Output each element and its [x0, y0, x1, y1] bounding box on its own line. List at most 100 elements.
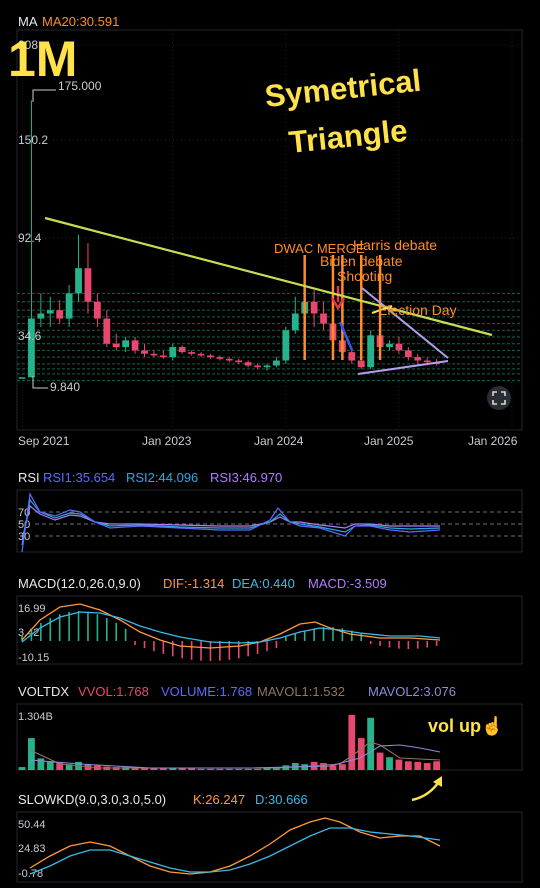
candle-body: [395, 343, 403, 351]
fullscreen-button[interactable]: [487, 386, 511, 410]
candle: [112, 333, 120, 351]
kd-tick-top: 50.44: [18, 819, 46, 831]
candle-body: [404, 350, 412, 358]
macd-bar: [294, 633, 297, 641]
timeframe-overlay: 1M: [8, 31, 77, 87]
y-tick-150: 150.2: [18, 133, 48, 147]
candle: [159, 350, 167, 359]
candle: [178, 345, 186, 354]
candle: [254, 363, 261, 369]
dea-label: DEA:0.440: [232, 576, 295, 591]
macd-bar: [200, 641, 202, 661]
candle-body: [273, 360, 280, 366]
volume-bar: [376, 752, 384, 770]
candle-body: [46, 310, 54, 314]
candle: [65, 284, 73, 327]
macd-bar: [77, 611, 80, 641]
kd-name: SLOWKD(9.0,3.0,3.0,5.0): [18, 792, 166, 807]
candle: [225, 357, 233, 363]
kd-panel: SLOWKD(9.0,3.0,3.0,5.0) K:26.247 D:30.66…: [16, 792, 523, 883]
macd-bar: [209, 641, 212, 661]
event-label-biden-debate: Biden debate: [320, 253, 403, 269]
macd-bar: [153, 641, 155, 652]
event-label-election-day: Election Day: [378, 302, 457, 318]
macd-bar: [369, 641, 372, 644]
candle-body: [169, 347, 177, 358]
candle-body: [56, 310, 64, 319]
voltdx-name: VOLTDX: [18, 684, 69, 699]
ma-indicator-name: MA: [18, 14, 38, 29]
high-label: 175.000: [58, 79, 102, 93]
macd-bar: [398, 641, 400, 649]
volume-bar: [197, 768, 205, 770]
macd-bar: [124, 628, 127, 641]
candle-body: [37, 313, 45, 319]
descending-trendline: [44, 216, 493, 337]
rsi-name: RSI: [18, 470, 40, 485]
candle: [367, 330, 375, 369]
macd-name: MACD(12.0,26.0,9.0): [18, 576, 141, 591]
volume-bar: [150, 768, 158, 770]
volume-bar: [329, 765, 337, 770]
candle-body: [367, 335, 375, 368]
short-yellow-segment: [371, 305, 393, 314]
volume-bar: [169, 767, 177, 770]
volume-bar: [207, 768, 214, 770]
macd-bar: [96, 614, 99, 641]
macd-bar: [360, 633, 363, 641]
expand-icon: [492, 391, 506, 405]
candle-body: [131, 340, 139, 351]
blue-arrow-line: [338, 321, 354, 351]
macd-bar: [181, 641, 183, 659]
macd-tick-top: 16.99: [18, 603, 46, 615]
candle: [291, 296, 299, 334]
rsi-level-50: 50: [18, 519, 30, 531]
volume-bar: [357, 738, 365, 770]
candle: [395, 337, 403, 354]
ma20-label: MA20:30.591: [42, 14, 119, 29]
candle: [273, 357, 280, 368]
high-callout-line: [32, 89, 56, 102]
candle: [150, 350, 158, 358]
candle: [18, 377, 26, 379]
volume-bar: [235, 768, 243, 770]
pattern-title-line2: Triangle: [287, 113, 409, 160]
volume-bar: [254, 768, 261, 770]
candle: [103, 310, 111, 348]
candle-body: [93, 301, 101, 319]
candle-body: [65, 293, 73, 319]
rsi2-line: [21, 498, 441, 546]
candle: [37, 293, 45, 327]
candle: [56, 300, 64, 324]
candle: [207, 353, 214, 359]
mavol2-line: [29, 744, 441, 769]
macd-bar: [416, 641, 419, 649]
candle-body: [291, 313, 299, 331]
vol-up-note: vol up☝️: [428, 715, 503, 737]
candle-body: [28, 318, 35, 378]
macd-bar: [275, 641, 278, 649]
candle: [28, 100, 35, 378]
candle-body: [150, 353, 158, 356]
rsi1-line: [21, 492, 441, 553]
volume-bar: [46, 761, 54, 770]
volume-bar: [404, 761, 412, 770]
macd-bar: [351, 630, 353, 641]
candle: [320, 301, 327, 331]
volume-bar: [386, 757, 393, 770]
candle-body: [254, 365, 261, 368]
candle: [310, 290, 318, 327]
candle-body: [18, 377, 26, 379]
macd-bar: [322, 627, 325, 641]
macd-bar: [228, 641, 231, 660]
macd-bar: [426, 641, 428, 648]
macd-bar: [388, 641, 391, 648]
macd-label: MACD:-3.509: [308, 576, 387, 591]
rsi3-line: [21, 504, 440, 541]
vol-arrow-head: [433, 776, 442, 787]
x-tick-sep-2021: Sep 2021: [18, 434, 70, 448]
event-label-harris-debate: Harris debate: [353, 237, 437, 253]
candle: [122, 337, 130, 353]
macd-bar: [115, 623, 118, 641]
